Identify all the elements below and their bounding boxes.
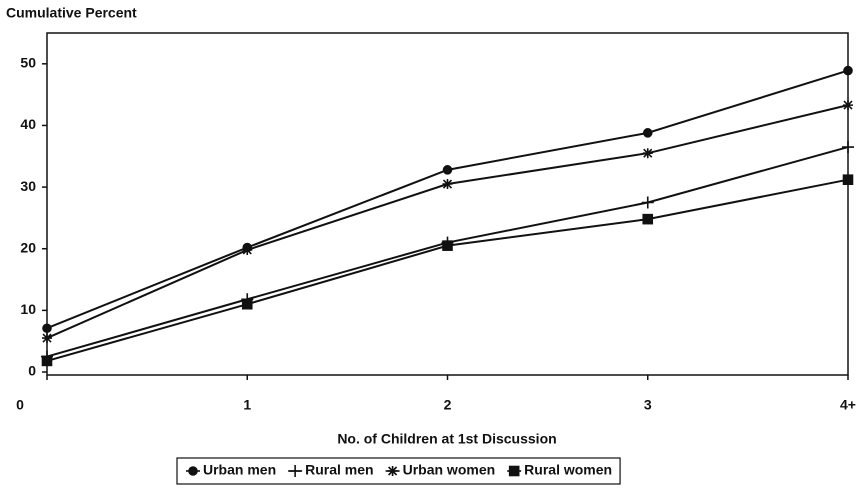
y-axis-label: Cumulative Percent (6, 5, 137, 21)
x-tick-label: 4+ (840, 397, 856, 413)
legend-label: Urban women (403, 462, 496, 478)
marker (642, 128, 653, 138)
legend-label: Rural women (524, 462, 612, 478)
marker (42, 333, 52, 344)
marker (843, 65, 853, 76)
marker (41, 355, 53, 367)
x-tick-label: 3 (644, 397, 652, 413)
y-tick-label: 40 (20, 116, 36, 132)
series-line (46, 69, 849, 330)
legend-label: Urban men (203, 462, 276, 478)
x-axis-label: No. of Children at 1st Discussion (337, 431, 556, 447)
legend: Urban men Rural men Urban women Rural women (176, 457, 621, 485)
marker (508, 465, 520, 477)
y-tick-label: 0 (28, 363, 36, 379)
marker (188, 466, 198, 476)
marker (842, 141, 854, 154)
marker (843, 100, 853, 111)
y-tick-label: 30 (20, 178, 36, 194)
series-line (46, 146, 849, 358)
series-line (46, 178, 849, 362)
marker (442, 165, 453, 175)
legend-label: Rural men (305, 462, 373, 478)
marker (387, 466, 398, 476)
x-tick-label: 2 (444, 397, 452, 413)
x-tick-label: 1 (243, 397, 251, 413)
x-tick-label: 0 (16, 397, 24, 413)
y-tick-label: 20 (20, 239, 36, 255)
marker (642, 213, 654, 225)
marker (642, 148, 653, 159)
marker (842, 174, 854, 185)
y-tick-label: 50 (20, 55, 36, 71)
y-tick-label: 10 (20, 301, 36, 317)
marker (442, 179, 453, 190)
marker (442, 240, 453, 251)
marker (42, 323, 52, 334)
series-line (46, 104, 849, 340)
marker (242, 244, 253, 255)
marker (641, 196, 654, 209)
marker (241, 298, 253, 310)
marker (289, 465, 302, 477)
